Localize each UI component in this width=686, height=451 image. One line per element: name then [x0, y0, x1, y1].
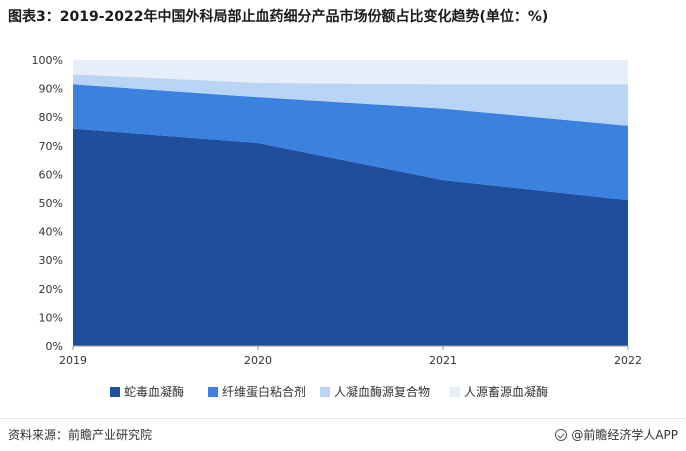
legend-label-1: 蛇毒血凝酶: [124, 384, 184, 399]
x-tick-label: 2019: [59, 354, 87, 367]
y-tick-label: 20%: [39, 283, 63, 296]
y-tick-label: 60%: [39, 168, 63, 181]
legend: 蛇毒血凝酶 纤维蛋白粘合剂 人凝血酶源复合物 人源畜源血凝酶: [110, 384, 548, 399]
footer-divider: [0, 418, 686, 419]
y-tick-label: 70%: [39, 140, 63, 153]
y-tick-label: 10%: [39, 311, 63, 324]
y-axis: 0% 10% 20% 30% 40% 50% 60% 70% 80% 90% 100%: [32, 54, 63, 353]
area-series-1: [73, 128, 628, 346]
legend-label-2: 纤维蛋白粘合剂: [222, 384, 306, 399]
y-tick-label: 0%: [46, 340, 63, 353]
y-tick-label: 30%: [39, 254, 63, 267]
y-tick-label: 90%: [39, 83, 63, 96]
legend-label-3: 人凝血酶源复合物: [334, 384, 430, 399]
area-series-2: [73, 84, 628, 201]
legend-swatch-1: [110, 387, 120, 397]
area-layers: [73, 60, 628, 346]
legend-swatch-2: [208, 387, 218, 397]
legend-label-4: 人源畜源血凝酶: [464, 384, 548, 399]
stacked-area-chart: 0%10%20%30%40%50%60%70%80%90%100% 2019 20…: [32, 54, 642, 399]
y-tick-label: 50%: [39, 197, 63, 210]
y-tick-label: 100%: [32, 54, 63, 67]
area-series-4: [73, 60, 628, 85]
x-tick-label: 2022: [614, 354, 642, 367]
legend-swatch-4: [450, 387, 460, 397]
brand-logo-icon: [555, 428, 568, 441]
legend-swatch-3: [320, 387, 330, 397]
chart-title: 图表3：2019-2022年中国外科局部止血药细分产品市场份额占比变化趋势(单位…: [8, 9, 549, 25]
source-note: 资料来源：前瞻产业研究院: [8, 428, 153, 442]
area-series-3: [73, 74, 628, 126]
y-tick-label: 80%: [39, 111, 63, 124]
x-tick-label: 2021: [429, 354, 457, 367]
x-tick-label: 2020: [244, 354, 272, 367]
brand-credit: @前瞻经济学人APP: [555, 426, 678, 443]
brand-text: @前瞻经济学人APP: [571, 428, 678, 442]
y-tick-label: 40%: [39, 226, 63, 239]
x-axis: 2019 2020 2021 2022: [59, 345, 642, 367]
